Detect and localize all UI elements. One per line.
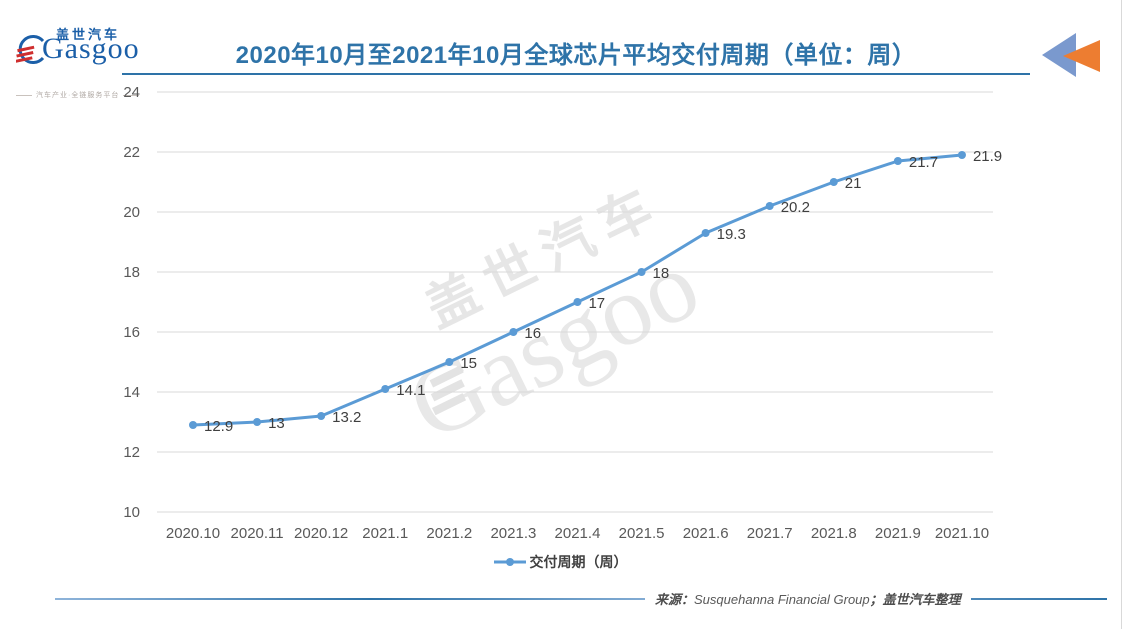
data-label: 12.9 <box>204 418 233 435</box>
x-tick-label: 2021.6 <box>683 525 729 542</box>
x-tick-label: 2021.5 <box>619 525 665 542</box>
data-point <box>701 229 710 237</box>
logo-g-stripes-icon <box>16 35 45 64</box>
data-point <box>829 178 838 186</box>
source-prefix: 来源： <box>655 592 695 607</box>
data-label: 21 <box>845 175 862 192</box>
y-tick-label: 18 <box>123 264 140 281</box>
y-tick-label: 14 <box>123 384 140 401</box>
x-tick-label: 2021.9 <box>875 525 921 542</box>
logo-row: 盖世汽车 Gasgoo <box>16 24 146 68</box>
data-point <box>637 268 646 276</box>
legend: 交付周期（周） <box>0 552 1121 572</box>
logo-en-text: Gasgoo <box>42 32 140 65</box>
y-tick-label: 20 <box>123 204 140 221</box>
x-tick-label: 2021.10 <box>935 525 989 542</box>
source-cn: 盖世汽车整理 <box>882 592 961 607</box>
data-label: 17 <box>588 295 605 312</box>
y-tick-label: 10 <box>123 504 140 521</box>
x-tick-label: 2021.2 <box>426 525 472 542</box>
data-label: 13 <box>268 415 285 432</box>
data-point <box>189 421 197 429</box>
source-en: Susquehanna Financial Group <box>694 592 870 607</box>
data-point <box>509 328 518 336</box>
x-tick-label: 2021.8 <box>811 525 857 542</box>
footer-divider <box>55 598 1107 600</box>
data-label: 19.3 <box>717 226 746 243</box>
data-label: 16 <box>524 325 541 342</box>
data-label: 15 <box>460 355 477 372</box>
data-point <box>893 157 902 165</box>
legend-label: 交付周期（周） <box>529 554 628 570</box>
source-sep: ； <box>869 592 883 607</box>
x-tick-label: 2020.12 <box>294 525 348 542</box>
logo-cn-text: 盖世汽车 <box>56 27 121 42</box>
tagline-dash-left <box>16 94 32 96</box>
x-tick-label: 2020.11 <box>231 525 284 542</box>
x-tick-label: 2021.7 <box>747 525 793 542</box>
data-point <box>445 358 454 366</box>
tagline-dash-right <box>123 94 140 96</box>
data-point <box>765 202 774 210</box>
x-tick-label: 2021.3 <box>490 525 536 542</box>
x-tick-label: 2020.10 <box>166 525 220 542</box>
data-point <box>957 151 966 159</box>
data-point <box>573 298 582 306</box>
data-label: 13.2 <box>332 409 361 426</box>
y-tick-label: 16 <box>123 324 140 341</box>
data-label: 21.9 <box>973 148 1002 165</box>
back-arrows-icon[interactable] <box>1040 31 1102 84</box>
data-point <box>317 412 326 420</box>
x-tick-label: 2021.1 <box>362 525 408 542</box>
data-point <box>381 385 390 393</box>
legend-line-marker-icon <box>493 558 526 566</box>
logo-tagline: 汽车产业·全链服务平台 <box>16 90 146 100</box>
data-label: 14.1 <box>396 382 425 399</box>
source-text: 来源：Susquehanna Financial Group；盖世汽车整理 <box>645 589 971 608</box>
data-point <box>253 418 262 426</box>
data-label: 21.7 <box>909 154 938 171</box>
y-tick-label: 12 <box>123 444 140 461</box>
data-label: 20.2 <box>781 199 810 216</box>
x-tick-label: 2021.4 <box>555 525 601 542</box>
watermark-stripes-icon <box>429 365 467 416</box>
title-bar: 2020年10月至2021年10月全球芯片平均交付周期（单位：周） <box>122 28 1030 75</box>
data-label: 18 <box>653 265 670 282</box>
gasgoo-logo: 盖世汽车 Gasgoo 汽车产业·全链服务平台 <box>16 24 146 100</box>
tagline-text: 汽车产业·全链服务平台 <box>36 92 120 99</box>
page-title: 2020年10月至2021年10月全球芯片平均交付周期（单位：周） <box>235 42 917 69</box>
y-tick-label: 22 <box>123 144 140 161</box>
y-tick-label: 24 <box>123 84 140 101</box>
